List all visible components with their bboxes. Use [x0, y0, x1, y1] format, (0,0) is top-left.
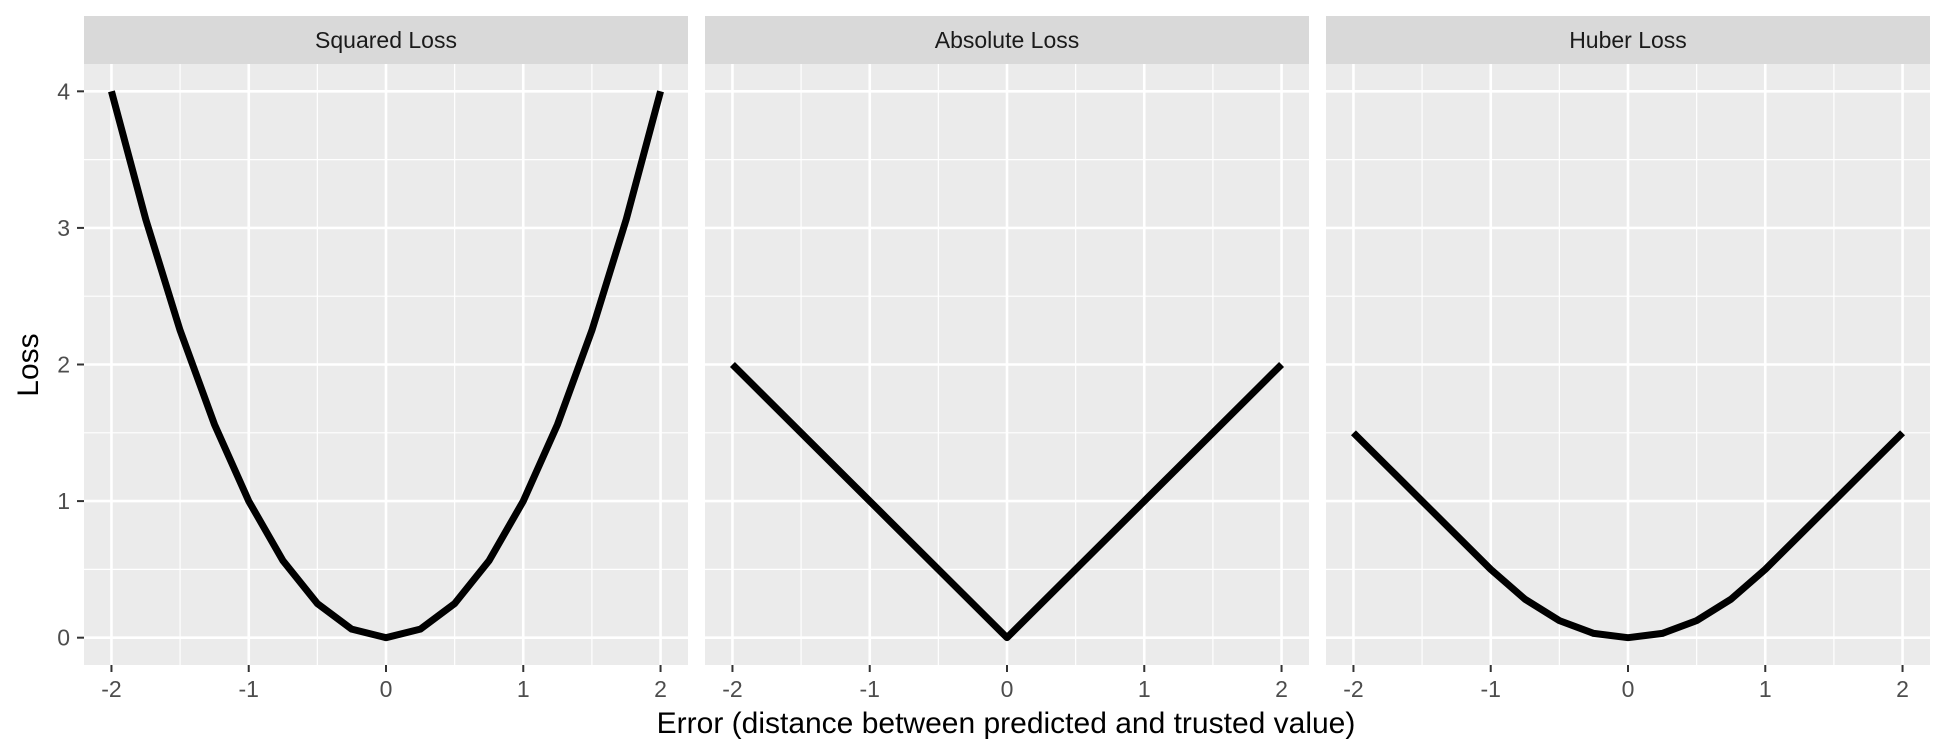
- loss-curve: [1350, 430, 1906, 642]
- x-tick-label-neg1: -1: [239, 676, 259, 702]
- x-tick-label-neg2: -2: [101, 676, 121, 702]
- panel-3: Huber Loss -2 -1 0 1 2: [1326, 16, 1930, 702]
- y-tick-label-3: 3: [57, 215, 70, 241]
- x-tick-label-1: 1: [1138, 676, 1151, 702]
- x-tick-label-neg2: -2: [722, 676, 742, 702]
- x-tick-label-2: 2: [1896, 676, 1909, 702]
- panel-strip: [1326, 16, 1930, 64]
- panel-strip: [705, 16, 1309, 64]
- panel-1: Squared Loss -2 -1 0 1 2: [84, 16, 688, 702]
- x-axis-title: Error (distance between predicted and tr…: [657, 707, 1356, 740]
- y-tick-label-2: 2: [57, 352, 70, 378]
- y-axis-title: Loss: [12, 333, 45, 396]
- x-tick-label-2: 2: [1275, 676, 1288, 702]
- panel-title: Huber Loss: [1569, 27, 1687, 53]
- x-tick-label-neg1: -1: [860, 676, 880, 702]
- x-tick-label-neg2: -2: [1343, 676, 1363, 702]
- x-tick-label-0: 0: [380, 676, 393, 702]
- x-tick-label-0: 0: [1622, 676, 1635, 702]
- x-tick-label-0: 0: [1001, 676, 1014, 702]
- y-tick-label-4: 4: [57, 78, 70, 104]
- x-tick-label-neg1: -1: [1481, 676, 1501, 702]
- y-axis: 0 1 2 3 4: [57, 78, 84, 651]
- y-tick-label-0: 0: [57, 625, 70, 651]
- x-tick-label-1: 1: [1759, 676, 1772, 702]
- panel-2: Absolute Loss -2 -1 0 1 2: [705, 16, 1309, 702]
- panel-strip: [84, 16, 688, 64]
- panel-title: Absolute Loss: [935, 27, 1079, 53]
- x-tick-label-2: 2: [654, 676, 667, 702]
- loss-curve: [729, 362, 1285, 642]
- x-tick-label-1: 1: [517, 676, 530, 702]
- y-tick-label-1: 1: [57, 488, 70, 514]
- panel-title: Squared Loss: [315, 27, 457, 53]
- loss-curve: [108, 90, 664, 642]
